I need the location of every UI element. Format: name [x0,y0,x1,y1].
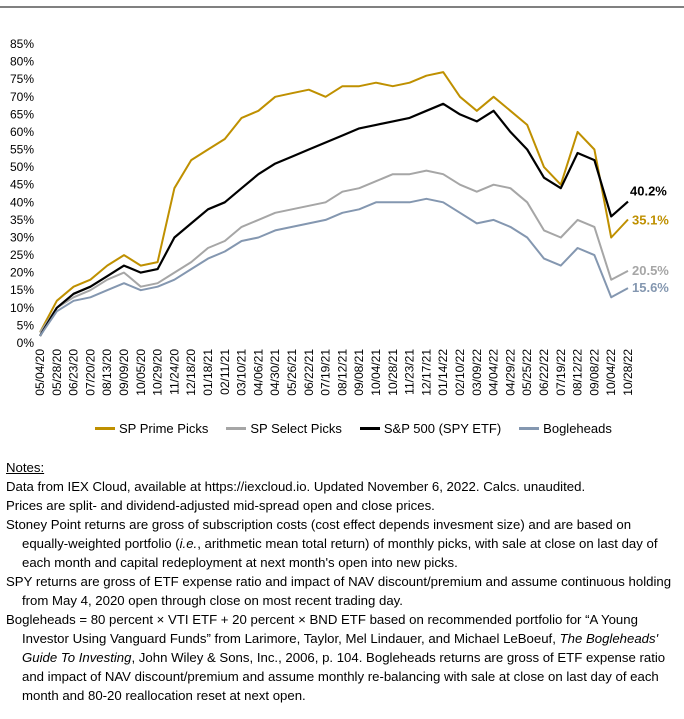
y-tick-label: 65% [10,107,34,121]
y-tick-label: 10% [10,301,34,315]
notes-line: Data from IEX Cloud, available at https:… [6,479,586,494]
x-tick-label: 10/28/22 [621,349,635,396]
x-tick-label: 10/04/21 [369,349,383,396]
x-tick-label: 07/20/20 [83,349,97,396]
x-tick-label: 11/24/20 [167,349,181,395]
notes-text: Stoney Point returns are gross of subscr… [6,517,632,551]
x-tick-label: 04/04/22 [487,349,501,396]
x-tick-label: 08/12/22 [571,349,585,396]
y-tick-label: 25% [10,248,34,262]
y-tick-label: 5% [17,318,35,332]
x-tick-label: 07/19/21 [319,349,333,396]
legend-swatch [359,426,380,430]
x-tick-label: 04/29/22 [503,349,517,396]
y-tick-label: 35% [10,213,34,227]
x-tick-label: 08/12/21 [335,349,349,396]
series-line-sp-select-picks [39,169,629,333]
series-end-label: 15.6% [632,280,669,295]
x-tick-label: 05/04/20 [33,349,47,396]
series-line-s-p-500-spy-etf [39,102,629,337]
x-tick-label: 12/17/21 [419,349,433,396]
x-tick-label: 03/09/22 [470,349,484,396]
legend-label: SP Prime Picks [119,420,209,436]
x-tick-label: 06/22/22 [537,349,551,396]
y-tick-label: 20% [10,266,34,280]
y-tick-label: 30% [10,230,34,244]
notes-text: Bogleheads = 80 percent × VTI ETF + 20 p… [6,612,638,646]
legend-swatch [226,426,247,430]
y-axis: 0% 5% 10% 15% 20% 25% 30% 35% 40% 45% 50% 55% 60% 65%… [10,37,34,350]
legend-item-sp-select: SP Select Picks [226,421,342,436]
notes-paragraph: Stoney Point returns are gross of subscr… [6,515,678,572]
x-tick-label: 06/23/20 [67,349,81,396]
legend: SP Prime Picks SP Select Picks S&P 500 (… [95,418,655,438]
x-tick-label: 09/09/20 [117,349,131,396]
x-tick-label: 01/18/21 [201,349,215,396]
y-tick-label: 45% [10,178,34,192]
legend-item-sp-prime: SP Prime Picks [95,421,208,436]
x-tick-label: 12/18/20 [184,349,198,396]
y-tick-label: 50% [10,160,34,174]
notes-paragraph: SPY returns are gross of ETF expense rat… [6,574,672,608]
notes-title: Notes: [6,460,45,475]
notes-text: , John Wiley & Sons, Inc., 2006, p. 104.… [22,650,666,703]
x-tick-label: 03/10/21 [235,349,249,396]
x-tick-label: 05/25/22 [520,349,534,396]
x-tick-label: 10/04/22 [604,349,618,396]
notes-paragraph: Bogleheads = 80 percent × VTI ETF + 20 p… [6,610,678,705]
x-tick-label: 11/23/21 [403,349,417,395]
legend-label: Bogleheads [543,420,612,436]
y-tick-label: 75% [10,72,34,86]
x-tick-label: 09/08/21 [352,349,366,396]
legend-swatch [95,426,115,430]
x-tick-label: 05/28/20 [50,349,64,396]
series-line-sp-prime-picks [39,71,629,333]
legend-item-spy: S&P 500 (SPY ETF) [359,420,502,436]
x-tick-label: 10/28/21 [386,349,400,396]
y-tick-label: 85% [10,37,34,51]
y-tick-label: 40% [10,195,34,209]
x-tick-label: 08/13/20 [100,349,114,396]
x-tick-label: 06/22/21 [302,349,316,396]
legend-item-bogleheads: Bogleheads [519,421,612,436]
x-tick-label: 04/06/21 [251,349,265,396]
x-tick-label: 04/30/21 [268,349,282,396]
series-end-label: 35.1% [632,213,669,228]
x-axis: 05/04/20 05/28/20 06/23/20 07/20/20 08/13/20… [33,349,635,396]
notes-text: i.e. [179,536,198,551]
series-end-label: 20.5% [632,263,669,278]
x-tick-label: 09/08/22 [587,349,601,396]
x-tick-label: 10/29/20 [151,349,165,396]
series-lines [39,71,629,337]
y-tick-label: 80% [10,55,34,69]
y-tick-label: 60% [10,125,34,139]
y-tick-label: 70% [10,90,34,104]
x-tick-label: 02/10/22 [453,349,467,396]
y-tick-label: 55% [10,143,34,157]
line-chart: 0% 5% 10% 15% 20% 25% 30% 35% 40% 45% 50% 55% 60% 65%… [0,6,684,396]
series-end-label: 40.2% [630,184,667,199]
notes-text: The Bogleheads' Guide To Investing [22,631,659,665]
y-tick-label: 15% [10,283,34,297]
x-tick-label: 01/14/22 [436,349,450,396]
end-labels: 35.1% 20.5% 40.2% 15.6% [630,184,669,296]
y-tick-label: 0% [17,336,35,350]
x-tick-label: 07/19/22 [554,349,568,396]
x-tick-label: 10/05/20 [134,349,148,396]
notes-line: Prices are split- and dividend-adjusted … [6,498,435,513]
legend-swatch [519,426,540,430]
x-tick-label: 02/11/21 [218,349,232,395]
series-line-bogleheads [39,197,629,337]
legend-label: S&P 500 (SPY ETF) [383,420,502,436]
x-tick-label: 05/26/21 [285,349,299,396]
notes-text: , arithmetic mean total return) of month… [22,536,658,570]
legend-label: SP Select Picks [250,420,342,436]
notes: Notes: Data from IEX Cloud, available at… [6,458,678,705]
